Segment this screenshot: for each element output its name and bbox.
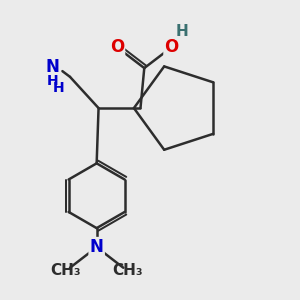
Text: H: H: [53, 80, 64, 94]
Text: H: H: [47, 74, 58, 88]
Text: N: N: [90, 238, 104, 256]
Text: H: H: [176, 24, 189, 39]
Text: O: O: [165, 38, 179, 56]
Text: O: O: [110, 38, 124, 56]
Text: N: N: [46, 58, 60, 76]
Text: CH₃: CH₃: [112, 263, 143, 278]
Text: CH₃: CH₃: [50, 263, 81, 278]
